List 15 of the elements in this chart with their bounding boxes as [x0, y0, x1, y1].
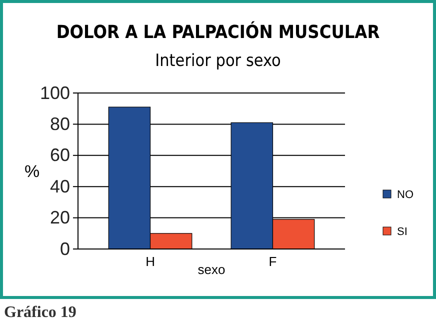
y-tick-label: 100: [40, 82, 70, 103]
y-tick-label: 0: [60, 238, 70, 259]
chart-title: DOLOR A LA PALPACIÓN MUSCULAR: [56, 21, 380, 43]
y-axis-title: %: [24, 162, 40, 181]
y-tick-label: 80: [50, 114, 70, 134]
legend-label: SI: [397, 226, 408, 238]
x-tick-label: H: [146, 254, 155, 270]
legend-label: NO: [397, 189, 414, 201]
x-axis-title: sexo: [198, 262, 226, 277]
chart-subtitle: Interior por sexo: [155, 51, 281, 71]
x-tick-label: F: [268, 254, 277, 270]
text: Gráfico 19: [4, 304, 76, 321]
y-tick-label: 60: [50, 145, 70, 166]
y-tick-label: 40: [50, 176, 70, 196]
y-tick-label: 20: [50, 208, 70, 228]
